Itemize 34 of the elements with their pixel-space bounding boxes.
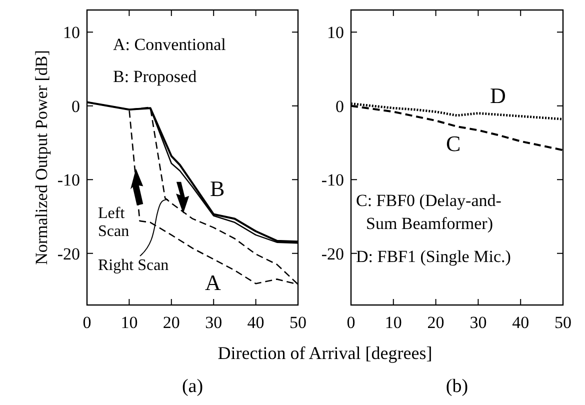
y-tick-label: 10 [327,23,344,42]
y-tick-label: -10 [57,170,80,190]
y-tick-label: 0 [72,96,80,116]
text: (b) [446,376,468,397]
y-tick-label: -20 [321,244,344,264]
x-tick-label: 30 [470,313,487,332]
y-tick-label: -20 [57,244,80,264]
y-tick-label: 0 [336,96,344,116]
x-tick-label: 50 [554,313,572,332]
annotation: C: FBF0 (Delay-and-Sum Beamformer) [356,191,502,233]
annotation: B: Proposed [113,67,198,86]
y-tick-label: -10 [321,170,344,190]
annotation: D: FBF1 (Single Mic.) [356,247,511,266]
annotation: B [210,176,225,201]
x-tick-label: 20 [427,313,444,332]
annotation: C [446,131,461,156]
x-tick-label: 0 [82,313,92,332]
annotation: Left Scan [98,205,130,240]
x-axis-title: Direction of Arrival [degrees] [218,343,432,363]
x-tick-label: 10 [384,313,402,332]
y-axis-title: Normalized Output Power [dB] [32,50,51,265]
x-tick-label: 30 [205,313,222,332]
x-tick-label: 0 [346,313,356,332]
x-tick-label: 40 [512,313,530,332]
x-tick-label: 50 [290,313,306,332]
x-tick-label: 20 [162,313,180,332]
annotation: A [205,270,221,295]
annotation: Right Scan [98,257,169,274]
annotation: A: Conventional [113,35,226,54]
x-tick-label: 10 [120,313,138,332]
text: (a) [182,376,204,397]
annotation: D [490,83,506,108]
y-tick-label: 10 [63,23,80,42]
x-tick-label: 40 [247,313,264,332]
